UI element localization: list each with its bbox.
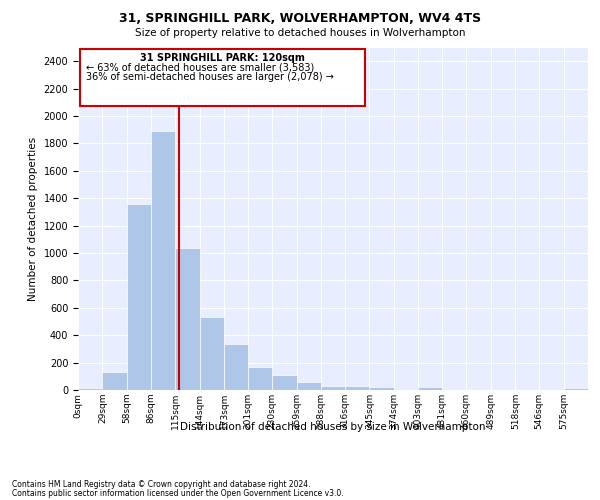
Text: Size of property relative to detached houses in Wolverhampton: Size of property relative to detached ho… (135, 28, 465, 38)
Y-axis label: Number of detached properties: Number of detached properties (28, 136, 38, 301)
Text: 31, SPRINGHILL PARK, WOLVERHAMPTON, WV4 4TS: 31, SPRINGHILL PARK, WOLVERHAMPTON, WV4 … (119, 12, 481, 26)
FancyBboxPatch shape (80, 49, 365, 106)
Bar (224, 344, 248, 390)
Text: Contains public sector information licensed under the Open Government Licence v3: Contains public sector information licen… (12, 488, 344, 498)
Bar (200, 316, 224, 390)
Text: Contains HM Land Registry data © Crown copyright and database right 2024.: Contains HM Land Registry data © Crown c… (12, 480, 311, 489)
Bar (151, 131, 175, 390)
Bar (175, 248, 200, 390)
Bar (321, 386, 345, 390)
Text: ← 63% of detached houses are smaller (3,583): ← 63% of detached houses are smaller (3,… (86, 62, 314, 72)
Text: Distribution of detached houses by size in Wolverhampton: Distribution of detached houses by size … (180, 422, 486, 432)
Bar (248, 366, 272, 390)
Bar (370, 388, 394, 390)
Bar (418, 386, 442, 390)
Bar (345, 386, 370, 390)
Bar (563, 388, 588, 390)
Text: 31 SPRINGHILL PARK: 120sqm: 31 SPRINGHILL PARK: 120sqm (140, 53, 305, 63)
Bar (272, 375, 296, 390)
Bar (78, 388, 103, 390)
Bar (103, 372, 127, 390)
Bar (296, 382, 321, 390)
Text: 36% of semi-detached houses are larger (2,078) →: 36% of semi-detached houses are larger (… (86, 72, 334, 82)
Bar (127, 204, 151, 390)
